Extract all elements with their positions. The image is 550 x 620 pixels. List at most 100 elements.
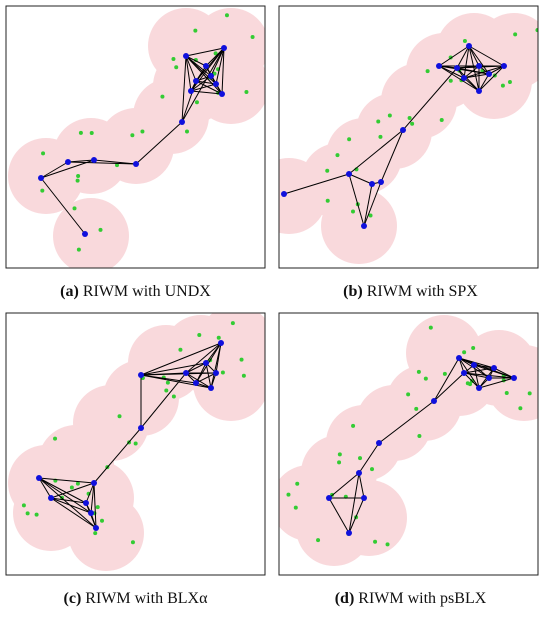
sensor-point xyxy=(414,406,419,411)
sensor-point xyxy=(347,137,352,142)
sensor-point xyxy=(448,78,453,83)
panel-border xyxy=(5,312,266,576)
link xyxy=(181,80,197,123)
link xyxy=(221,47,225,95)
node xyxy=(436,63,442,69)
node xyxy=(213,81,219,87)
node xyxy=(326,495,332,501)
sensor-point xyxy=(513,32,518,37)
node xyxy=(486,71,492,77)
sensor-point xyxy=(351,423,356,428)
link xyxy=(67,161,137,165)
link xyxy=(478,73,490,92)
node xyxy=(65,159,71,165)
link xyxy=(185,55,197,82)
sensor-point xyxy=(40,188,45,193)
sensor-point xyxy=(286,492,291,497)
link xyxy=(140,372,187,429)
sensor-point xyxy=(316,538,321,543)
sensor-point xyxy=(41,151,46,156)
panel xyxy=(5,5,266,269)
node xyxy=(179,119,185,125)
sensor-point xyxy=(53,436,58,441)
node xyxy=(36,475,42,481)
link xyxy=(358,472,365,499)
node xyxy=(456,355,462,361)
coverage-area xyxy=(486,345,538,421)
sensor-point xyxy=(178,347,183,352)
link xyxy=(40,177,86,235)
link xyxy=(478,65,505,92)
sensor-point xyxy=(220,370,225,375)
node xyxy=(93,525,99,531)
sensor-point xyxy=(213,51,218,56)
link xyxy=(190,75,212,92)
link xyxy=(463,65,480,79)
node xyxy=(346,171,352,177)
link xyxy=(493,367,515,379)
sensor-point xyxy=(378,134,383,139)
panel xyxy=(278,5,539,269)
sensor-point xyxy=(75,481,80,486)
sensor-point xyxy=(417,434,422,439)
panel xyxy=(278,312,539,576)
coverage-area xyxy=(331,480,407,556)
node xyxy=(346,530,352,536)
sensor-point xyxy=(293,505,298,510)
caption-text: RIWM with psBLX xyxy=(358,590,487,607)
sensor-point xyxy=(76,174,81,179)
link xyxy=(363,181,382,227)
sensor-point xyxy=(78,130,83,135)
link xyxy=(38,477,92,514)
node xyxy=(82,231,88,237)
link xyxy=(40,159,95,179)
link xyxy=(190,90,223,95)
link xyxy=(438,65,458,69)
link xyxy=(468,45,480,92)
node xyxy=(183,53,189,59)
link xyxy=(283,173,350,195)
link xyxy=(363,183,373,227)
sensor-point xyxy=(130,540,135,545)
link xyxy=(210,342,222,389)
sensor-point xyxy=(25,511,30,516)
node xyxy=(188,88,194,94)
coverage-area xyxy=(456,43,532,119)
panel xyxy=(5,312,266,576)
node xyxy=(83,500,89,506)
sensor-point xyxy=(171,394,176,399)
link xyxy=(40,161,69,179)
sensor-point xyxy=(164,388,169,393)
caption-text: RIWM with SPX xyxy=(366,283,478,300)
panel-content xyxy=(8,313,265,571)
sensor-point xyxy=(442,371,447,376)
link xyxy=(348,129,404,175)
link xyxy=(185,362,207,374)
node xyxy=(476,88,482,94)
sensor-point xyxy=(193,28,198,33)
link xyxy=(438,65,480,92)
node xyxy=(133,161,139,167)
node xyxy=(208,385,214,391)
link xyxy=(438,45,470,67)
sensor-point xyxy=(69,485,74,490)
node xyxy=(369,181,375,187)
link xyxy=(205,362,212,389)
caption-label: (b) xyxy=(343,283,363,300)
link xyxy=(38,477,95,484)
link xyxy=(181,55,187,123)
link xyxy=(50,497,92,514)
sensor-point xyxy=(518,406,523,411)
node xyxy=(193,78,199,84)
sensor-point xyxy=(370,467,375,472)
sensor-point xyxy=(358,456,363,461)
coverage-area xyxy=(321,188,397,264)
link xyxy=(185,47,225,57)
sensor-point xyxy=(171,56,176,61)
node xyxy=(431,398,437,404)
caption-label: (d) xyxy=(334,590,355,607)
node xyxy=(400,127,406,133)
link xyxy=(463,65,505,79)
link xyxy=(90,482,95,514)
